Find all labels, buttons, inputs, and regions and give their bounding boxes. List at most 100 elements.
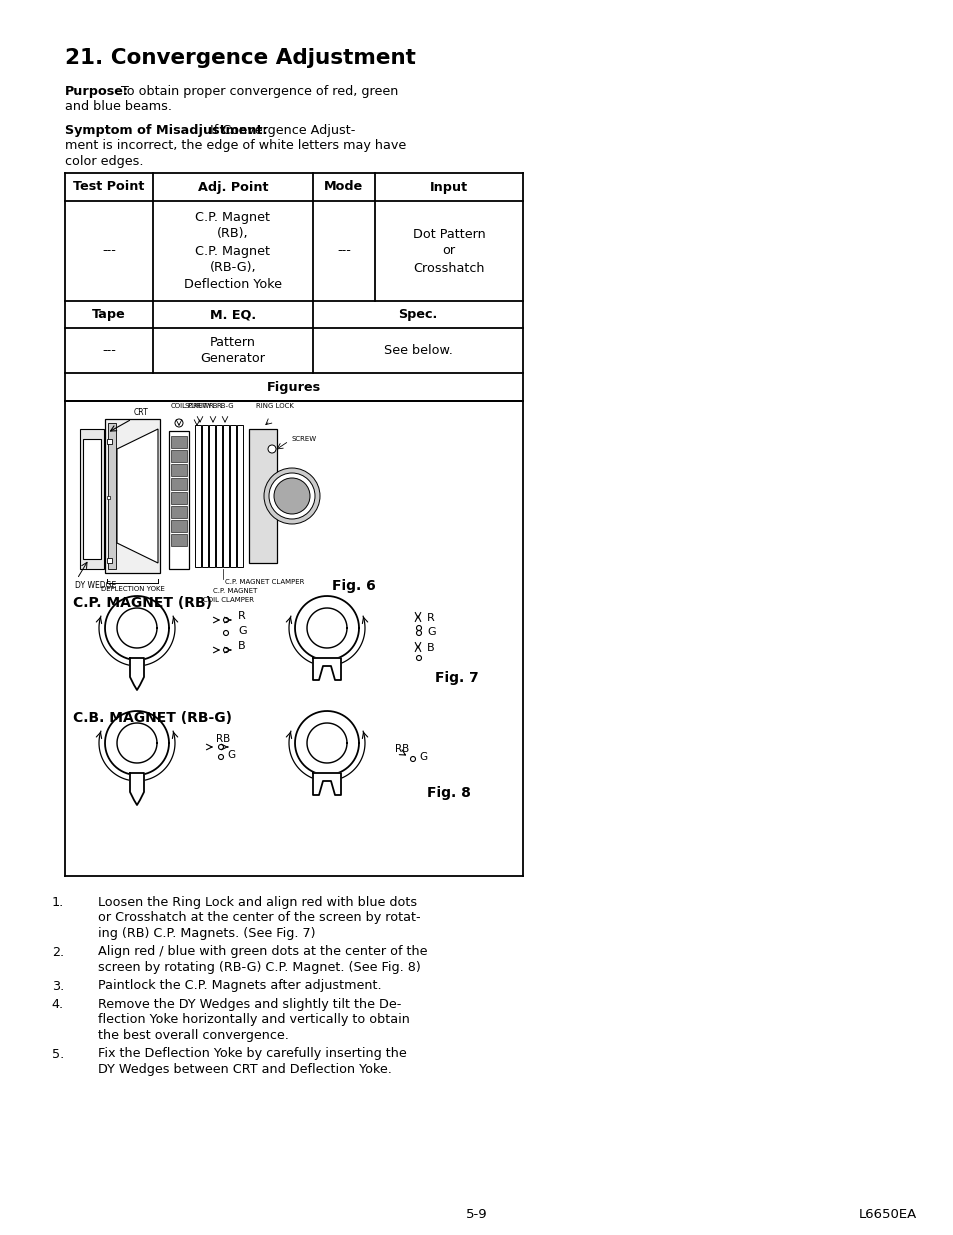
Bar	[83, 438, 101, 559]
Text: COIL CLAMPER: COIL CLAMPER	[203, 597, 253, 603]
Polygon shape	[105, 711, 169, 776]
Polygon shape	[80, 429, 104, 569]
Text: C.B. MAGNET (RB-G): C.B. MAGNET (RB-G)	[73, 711, 232, 725]
Circle shape	[223, 618, 229, 622]
Bar	[202, 425, 208, 567]
Text: RB: RB	[208, 403, 217, 409]
Text: G: G	[227, 750, 234, 760]
Text: Input: Input	[430, 180, 468, 194]
Circle shape	[223, 631, 229, 636]
Bar	[107, 496, 110, 499]
Text: screen by rotating (RB-G) C.P. Magnet. (See Fig. 8): screen by rotating (RB-G) C.P. Magnet. (…	[98, 961, 420, 974]
Text: Fix the Deflection Yoke by carefully inserting the: Fix the Deflection Yoke by carefully ins…	[98, 1047, 406, 1061]
Text: 2.: 2.	[51, 946, 64, 958]
Bar	[209, 425, 214, 567]
Text: ment is incorrect, the edge of white letters may have: ment is incorrect, the edge of white let…	[65, 140, 406, 152]
Polygon shape	[117, 429, 158, 563]
Text: B: B	[427, 643, 435, 653]
Text: and blue beams.: and blue beams.	[65, 100, 172, 114]
Bar	[171, 492, 187, 504]
Polygon shape	[313, 658, 340, 680]
Text: Purpose:: Purpose:	[65, 85, 129, 98]
Text: Spec.: Spec.	[398, 308, 437, 321]
Bar	[171, 506, 187, 517]
Text: C.P. MAGNET (RB): C.P. MAGNET (RB)	[73, 597, 212, 610]
Polygon shape	[313, 773, 340, 795]
Text: SCREW: SCREW	[292, 436, 316, 442]
Text: C.P. MAGNET: C.P. MAGNET	[213, 588, 257, 594]
Bar	[171, 520, 187, 532]
Text: G: G	[418, 752, 427, 762]
Text: If Convergence Adjust-: If Convergence Adjust-	[210, 124, 355, 137]
Text: M. EQ.: M. EQ.	[210, 308, 255, 321]
Text: ing (RB) C.P. Magnets. (See Fig. 7): ing (RB) C.P. Magnets. (See Fig. 7)	[98, 927, 315, 940]
Bar	[169, 431, 189, 569]
Polygon shape	[117, 722, 157, 763]
Bar	[236, 425, 243, 567]
Text: Fig. 8: Fig. 8	[427, 785, 471, 800]
Text: DEFLECTION YOKE: DEFLECTION YOKE	[100, 585, 164, 592]
Text: Fig. 7: Fig. 7	[435, 671, 478, 685]
Circle shape	[416, 625, 421, 631]
Circle shape	[223, 647, 229, 652]
Text: DY WEDGE: DY WEDGE	[75, 580, 116, 590]
Text: L6650EA: L6650EA	[858, 1208, 916, 1221]
Circle shape	[269, 473, 314, 519]
Text: Paintlock the C.P. Magnets after adjustment.: Paintlock the C.P. Magnets after adjustm…	[98, 979, 381, 993]
Circle shape	[174, 419, 183, 427]
Text: Remove the DY Wedges and slightly tilt the De-: Remove the DY Wedges and slightly tilt t…	[98, 998, 401, 1011]
Circle shape	[264, 468, 319, 524]
Text: C.P. MAGNET CLAMPER: C.P. MAGNET CLAMPER	[225, 579, 304, 585]
Bar	[171, 436, 187, 448]
Bar	[223, 425, 229, 567]
Text: See below.: See below.	[383, 345, 452, 357]
Text: flection Yoke horizontally and vertically to obtain: flection Yoke horizontally and verticall…	[98, 1014, 410, 1026]
Text: 3.: 3.	[51, 979, 64, 993]
Polygon shape	[294, 597, 358, 659]
Text: Dot Pattern
or
Crosshatch: Dot Pattern or Crosshatch	[413, 227, 485, 274]
Bar	[249, 429, 276, 563]
Bar	[171, 450, 187, 462]
Text: Adj. Point: Adj. Point	[197, 180, 268, 194]
Text: RING LOCK: RING LOCK	[255, 403, 294, 409]
Text: SCREW: SCREW	[184, 403, 210, 409]
Text: or Crosshatch at the center of the screen by rotat-: or Crosshatch at the center of the scree…	[98, 911, 420, 925]
Text: color edges.: color edges.	[65, 156, 143, 168]
Text: ---: ---	[102, 345, 116, 357]
Text: RB: RB	[215, 734, 230, 743]
Text: C.P. Magnet
(RB),
C.P. Magnet
(RB-G),
Deflection Yoke: C.P. Magnet (RB), C.P. Magnet (RB-G), De…	[184, 210, 282, 291]
Text: 5-9: 5-9	[466, 1208, 487, 1221]
Bar	[171, 464, 187, 475]
Text: B: B	[237, 641, 245, 651]
Circle shape	[410, 757, 416, 762]
Bar	[171, 534, 187, 546]
Text: RB: RB	[395, 743, 409, 755]
Text: RB-G: RB-G	[216, 403, 233, 409]
Text: Tape: Tape	[92, 308, 126, 321]
Circle shape	[416, 631, 421, 636]
Bar	[105, 419, 160, 573]
Text: the best overall convergence.: the best overall convergence.	[98, 1029, 289, 1042]
Text: Loosen the Ring Lock and align red with blue dots: Loosen the Ring Lock and align red with …	[98, 897, 416, 909]
Text: G: G	[237, 626, 247, 636]
Text: R: R	[237, 611, 246, 621]
Circle shape	[218, 755, 223, 760]
Bar	[171, 478, 187, 490]
Text: 5.: 5.	[51, 1047, 64, 1061]
Text: Fig. 6: Fig. 6	[332, 579, 375, 593]
Polygon shape	[307, 608, 347, 648]
Text: 21. Convergence Adjustment: 21. Convergence Adjustment	[65, 48, 416, 68]
Text: DY Wedges between CRT and Deflection Yoke.: DY Wedges between CRT and Deflection Yok…	[98, 1063, 392, 1076]
Circle shape	[218, 745, 223, 750]
Text: Mode: Mode	[324, 180, 363, 194]
Text: ---: ---	[336, 245, 351, 258]
Text: CRT: CRT	[133, 408, 149, 417]
Text: Pattern
Generator: Pattern Generator	[200, 336, 265, 364]
Text: Align red / blue with green dots at the center of the: Align red / blue with green dots at the …	[98, 946, 427, 958]
Bar	[194, 425, 201, 567]
Polygon shape	[105, 597, 169, 659]
Bar	[107, 558, 112, 563]
Circle shape	[268, 445, 275, 453]
Bar	[230, 425, 235, 567]
Polygon shape	[117, 608, 157, 648]
